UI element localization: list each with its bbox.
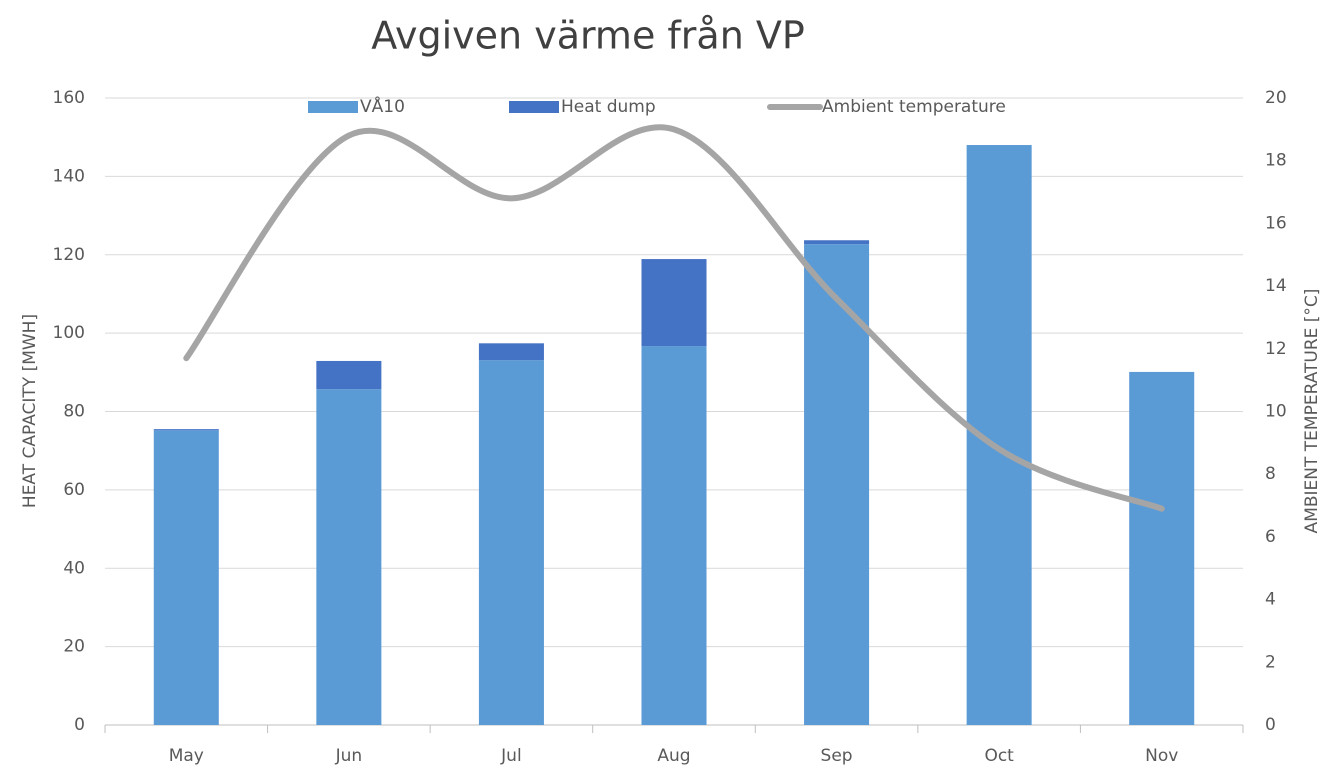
bar [153, 429, 219, 431]
bar [153, 430, 219, 725]
y2-tick-label: 16 [1265, 213, 1287, 233]
x-tick-label: Nov [1145, 746, 1178, 766]
legend-swatch [509, 101, 559, 113]
y-tick-label: 80 [63, 402, 85, 422]
y-tick-label: 0 [74, 715, 85, 735]
bar [804, 240, 870, 245]
x-tick-label: Aug [657, 746, 690, 766]
bar [478, 360, 544, 725]
y-tick-label: 160 [53, 88, 85, 108]
y-tick-label: 140 [53, 166, 85, 186]
chart-title: Avgiven värme från VP [371, 14, 805, 58]
y2-tick-label: 0 [1265, 715, 1276, 735]
y2-tick-label: 20 [1265, 88, 1287, 108]
bar [804, 244, 870, 725]
bar [641, 346, 707, 725]
y2-tick-label: 12 [1265, 339, 1287, 359]
bar [316, 360, 382, 390]
legend-label: Ambient temperature [822, 97, 1006, 117]
y2-tick-label: 6 [1265, 527, 1276, 547]
y-tick-label: 20 [63, 637, 85, 657]
y-tick-label: 100 [53, 323, 85, 343]
y-tick-label: 60 [63, 480, 85, 500]
x-tick-label: Oct [984, 746, 1014, 766]
y2-tick-label: 10 [1265, 402, 1287, 422]
x-tick-label: Jul [500, 746, 522, 766]
y2-tick-label: 4 [1265, 590, 1276, 610]
y-tick-label: 40 [63, 558, 85, 578]
x-tick-label: Jun [335, 746, 363, 766]
bar [478, 343, 544, 361]
legend-label: Heat dump [561, 97, 656, 117]
y-axis-label: HEAT CAPACITY [MWH] [20, 314, 40, 508]
bar [641, 259, 707, 347]
bar [316, 389, 382, 725]
legend-label: VÅ10 [360, 95, 405, 117]
line [183, 124, 1165, 512]
bar [1129, 371, 1195, 725]
y2-tick-label: 2 [1265, 652, 1276, 672]
y-tick-label: 120 [53, 245, 85, 265]
y2-tick-label: 14 [1265, 276, 1287, 296]
y2-tick-label: 8 [1265, 464, 1276, 484]
x-tick-label: May [169, 746, 204, 766]
y2-tick-label: 18 [1265, 151, 1287, 171]
x-tick-label: Sep [821, 746, 853, 766]
legend-swatch [308, 101, 358, 113]
y2-axis-label: AMBIENT TEMPERATURE [°C] [1302, 289, 1322, 534]
